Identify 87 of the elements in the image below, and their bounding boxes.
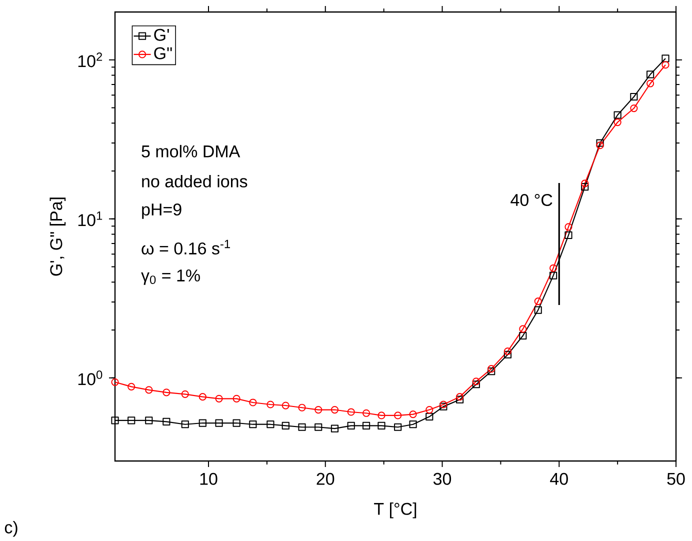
point (662, 61, 670, 69)
point (145, 386, 153, 394)
point (181, 390, 189, 398)
point (145, 416, 153, 424)
point (409, 420, 417, 428)
point (181, 420, 189, 428)
point (394, 423, 402, 431)
point (215, 394, 223, 402)
annotation: 5 mol% DMA (142, 144, 240, 158)
x-tick-label: 50 (667, 472, 685, 485)
point (378, 412, 386, 420)
point (426, 412, 434, 420)
point (314, 406, 322, 414)
point (456, 396, 464, 404)
point (394, 412, 402, 420)
point (646, 70, 654, 78)
point (614, 111, 622, 119)
point (198, 419, 206, 427)
y-axis-title: G', G" [Pa] (50, 198, 66, 276)
point (456, 393, 464, 401)
x-tick-label: 40 (550, 472, 568, 485)
point (534, 298, 542, 306)
point (549, 264, 558, 272)
point (630, 92, 638, 101)
annotation: no added ions (142, 174, 248, 188)
point (472, 380, 480, 388)
point (564, 231, 572, 239)
point (646, 80, 654, 88)
point (249, 398, 257, 406)
point (630, 104, 638, 112)
point (519, 325, 527, 333)
point (614, 118, 622, 126)
ref-line-label: 40 °C (510, 194, 552, 206)
point (162, 418, 170, 426)
y-tick-label: 10$^{2}$ (78, 52, 102, 68)
x-tick-label: 20 (316, 472, 334, 485)
point (564, 223, 572, 231)
point (472, 378, 480, 386)
point (581, 180, 589, 188)
point (298, 423, 306, 431)
point (282, 402, 290, 410)
point (362, 422, 370, 430)
point (488, 367, 496, 376)
point (409, 410, 417, 418)
point (581, 183, 589, 191)
point (662, 54, 670, 62)
point (519, 332, 527, 340)
point (314, 423, 322, 431)
point (298, 404, 306, 412)
point (504, 350, 512, 358)
point (596, 142, 604, 150)
point (162, 388, 170, 396)
annotation: ω = 0.16 s$^{-1}$ (142, 240, 230, 254)
y-tick-label: 10$^{0}$ (78, 370, 102, 386)
point (330, 406, 339, 414)
annotation: pH=9 (142, 203, 182, 219)
point (488, 365, 496, 373)
point (596, 139, 604, 147)
point (232, 394, 240, 402)
point (249, 420, 257, 428)
point (111, 416, 119, 424)
x-tick-label: 30 (433, 472, 452, 485)
point (232, 419, 240, 427)
point (362, 409, 370, 417)
point (266, 420, 274, 428)
point (330, 424, 339, 432)
point (504, 347, 512, 356)
point (347, 408, 355, 416)
point (347, 422, 355, 430)
x-axis-title: T [°C] (374, 502, 416, 518)
point (534, 306, 542, 314)
point (378, 422, 386, 430)
point (266, 400, 274, 408)
point (215, 419, 223, 427)
text: c) (4, 520, 18, 537)
point (128, 416, 136, 424)
y-tick-label: 10$^{1}$ (78, 212, 102, 226)
annotation: γ$_{0}$ = 1% (141, 270, 200, 285)
point (128, 382, 136, 390)
legend-label: G" (154, 47, 172, 60)
legend-label: G' (154, 28, 169, 41)
point (549, 272, 558, 280)
point (426, 406, 434, 414)
point (111, 378, 119, 386)
x-tick-label: 10 (200, 472, 218, 485)
point (282, 422, 290, 430)
point (198, 393, 206, 401)
